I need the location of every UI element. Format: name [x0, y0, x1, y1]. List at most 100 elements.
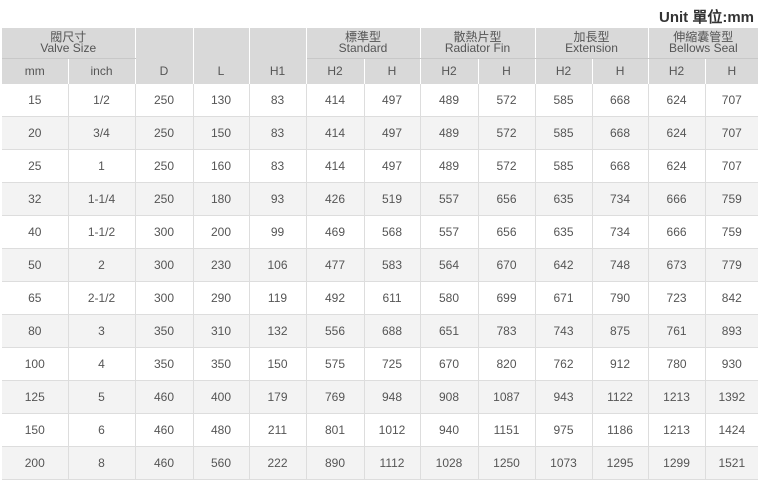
table-cell: 666 — [648, 215, 706, 249]
table-cell: 250 — [135, 116, 194, 150]
table-cell: 560 — [193, 446, 250, 480]
table-cell: 1250 — [478, 446, 536, 480]
table-cell: 743 — [535, 314, 593, 348]
table-cell: 250 — [135, 149, 194, 183]
table-cell: 414 — [306, 149, 365, 183]
table-cell: 211 — [249, 413, 307, 447]
table-cell: 1012 — [364, 413, 421, 447]
column-header: H2 — [648, 58, 706, 84]
table-cell: 477 — [306, 248, 365, 282]
table-cell: 489 — [420, 149, 479, 183]
column-header: H1 — [249, 58, 307, 84]
table-cell: 673 — [648, 248, 706, 282]
table-cell: 780 — [648, 347, 706, 381]
table-cell: 310 — [193, 314, 250, 348]
table-cell: 779 — [705, 248, 759, 282]
table-cell: 1151 — [478, 413, 536, 447]
table-cell: 734 — [592, 182, 649, 216]
table-cell: 651 — [420, 314, 479, 348]
table-cell: 1392 — [705, 380, 759, 414]
table-cell: 350 — [135, 314, 194, 348]
column-header: mm — [2, 58, 69, 84]
table-cell: 668 — [592, 116, 649, 150]
table-cell: 460 — [135, 380, 194, 414]
table-cell: 666 — [648, 182, 706, 216]
table-cell: 489 — [420, 84, 479, 117]
table-cell: 65 — [2, 281, 69, 315]
table-cell: 25 — [2, 149, 69, 183]
table-row: 40 1-1/2 300 200 99 469 568 557 656 635 734 666 759 — [2, 215, 759, 249]
table-cell: 585 — [535, 116, 593, 150]
table-cell: 748 — [592, 248, 649, 282]
table-cell: 769 — [306, 380, 365, 414]
table-cell: 400 — [193, 380, 250, 414]
table-cell: 1213 — [648, 380, 706, 414]
table-cell: 100 — [2, 347, 69, 381]
table-cell: 943 — [535, 380, 593, 414]
table-cell: 222 — [249, 446, 307, 480]
table-cell: 707 — [705, 116, 759, 150]
table-row: 65 2-1/2 300 290 119 492 611 580 699 671 790 723 842 — [2, 281, 759, 315]
column-header: H — [705, 58, 759, 84]
table-cell: 80 — [2, 314, 69, 348]
table-cell: 1-1/4 — [68, 182, 136, 216]
table-cell: 583 — [364, 248, 421, 282]
table-row: 125 5 460 400 179 769 948 908 1087 943 1122 1213 139… — [2, 380, 759, 414]
table-cell: 1521 — [705, 446, 759, 480]
group-bellows-seal: 伸縮囊管型 Bellows Seal — [648, 28, 759, 59]
table-cell: 670 — [420, 347, 479, 381]
valve-dimension-table: 閥尺寸 Valve Size 標準型 Standard 散熱片型 Radiator F… — [2, 28, 759, 480]
table-cell: 150 — [2, 413, 69, 447]
column-header: H — [364, 58, 421, 84]
table-cell: 8 — [68, 446, 136, 480]
group-radiator-fin: 散熱片型 Radiator Fin — [420, 28, 536, 59]
table-cell: 497 — [364, 149, 421, 183]
table-cell: 572 — [478, 149, 536, 183]
table-cell: 1299 — [648, 446, 706, 480]
table-cell: 762 — [535, 347, 593, 381]
column-header: H2 — [420, 58, 479, 84]
column-header: H — [592, 58, 649, 84]
group-extension: 加長型 Extension — [535, 28, 649, 59]
table-row: 100 4 350 350 150 575 725 670 820 762 912 780 930 — [2, 347, 759, 381]
table-cell: 670 — [478, 248, 536, 282]
table-row: 15 1/2 250 130 83 414 497 489 572 585 668 624 707 — [2, 84, 759, 117]
table-cell: 948 — [364, 380, 421, 414]
table-cell: 940 — [420, 413, 479, 447]
table-cell: 250 — [135, 182, 194, 216]
table-cell: 1122 — [592, 380, 649, 414]
table-cell: 519 — [364, 182, 421, 216]
table-cell: 489 — [420, 116, 479, 150]
table-cell: 300 — [135, 281, 194, 315]
table-cell: 40 — [2, 215, 69, 249]
table-cell: 930 — [705, 347, 759, 381]
table-cell: 611 — [364, 281, 421, 315]
table-cell: 668 — [592, 84, 649, 117]
column-header-row: mm inch D L H1 H2 H H2 H H2 H H2 H — [2, 58, 759, 84]
table-cell: 125 — [2, 380, 69, 414]
table-cell: 912 — [592, 347, 649, 381]
table-cell: 557 — [420, 182, 479, 216]
table-cell: 4 — [68, 347, 136, 381]
table-row: 25 1 250 160 83 414 497 489 572 585 668 624 707 — [2, 149, 759, 183]
table-cell: 2 — [68, 248, 136, 282]
table-cell: 801 — [306, 413, 365, 447]
table-cell: 790 — [592, 281, 649, 315]
table-row: 200 8 460 560 222 890 1112 1028 1250 1073 1295 1299… — [2, 446, 759, 480]
table-cell: 497 — [364, 84, 421, 117]
table-cell: 875 — [592, 314, 649, 348]
table-cell: 707 — [705, 84, 759, 117]
table-cell: 642 — [535, 248, 593, 282]
table-cell: 50 — [2, 248, 69, 282]
table-cell: 200 — [193, 215, 250, 249]
table-cell: 180 — [193, 182, 250, 216]
table-cell: 83 — [249, 116, 307, 150]
table-cell: 20 — [2, 116, 69, 150]
table-cell: 15 — [2, 84, 69, 117]
table-cell: 557 — [420, 215, 479, 249]
table-row: 80 3 350 310 132 556 688 651 783 743 875 761 893 — [2, 314, 759, 348]
table-cell: 734 — [592, 215, 649, 249]
table-cell: 469 — [306, 215, 365, 249]
column-header: H — [478, 58, 536, 84]
table-cell: 1/2 — [68, 84, 136, 117]
